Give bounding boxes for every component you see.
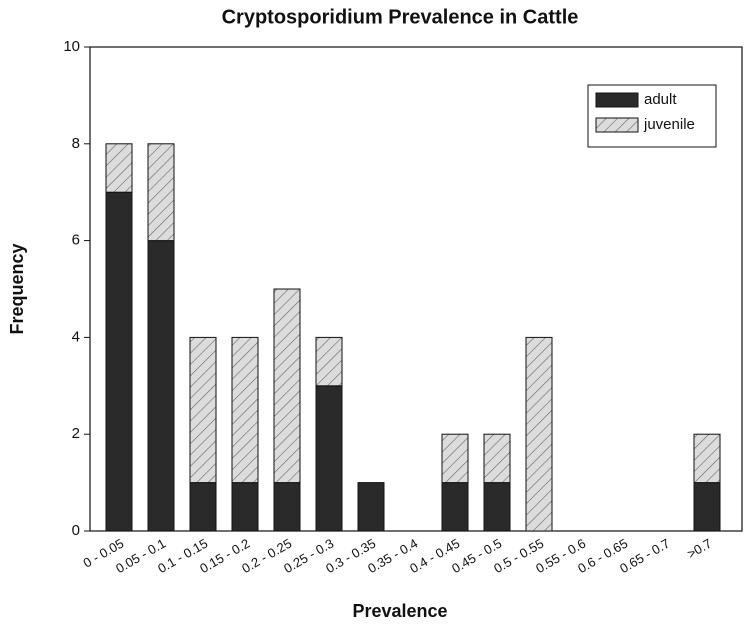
bar-segment <box>483 482 511 532</box>
bar-segment <box>525 336 553 532</box>
bar-segment <box>693 482 721 532</box>
bar-segment <box>315 385 343 532</box>
legend-swatch <box>595 92 639 108</box>
x-axis-label: Prevalence <box>352 601 447 621</box>
legend-label: juvenile <box>643 116 695 133</box>
y-axis-label: Frequency <box>7 243 27 334</box>
legend-swatch <box>595 117 639 133</box>
bar-segment <box>105 143 133 193</box>
bar-segment <box>357 482 385 532</box>
bar-segment <box>231 482 259 532</box>
y-tick-label: 4 <box>72 328 80 345</box>
legend-label: adult <box>644 91 677 108</box>
bar-segment <box>315 336 343 387</box>
bar-segment <box>693 433 721 484</box>
bar-segment <box>483 433 511 484</box>
bar-segment <box>147 143 175 242</box>
bar-segment <box>441 433 469 484</box>
bar-segment <box>273 482 301 532</box>
x-tick-label: >0.7 <box>684 536 714 562</box>
bar-segment <box>189 336 217 484</box>
bar-segment <box>231 336 259 484</box>
y-tick-label: 2 <box>72 425 80 442</box>
bar-segment <box>189 482 217 532</box>
y-tick-label: 6 <box>72 232 80 249</box>
bar-segment <box>105 191 133 532</box>
bar-segment <box>273 288 301 484</box>
y-tick-label: 0 <box>72 522 80 539</box>
bar-segment <box>441 482 469 532</box>
y-tick-label: 10 <box>63 38 80 55</box>
chart-title: Cryptosporidium Prevalence in Cattle <box>222 6 579 28</box>
y-tick-label: 8 <box>72 135 80 152</box>
plot-frame <box>89 46 743 532</box>
bar-segment <box>147 240 175 532</box>
